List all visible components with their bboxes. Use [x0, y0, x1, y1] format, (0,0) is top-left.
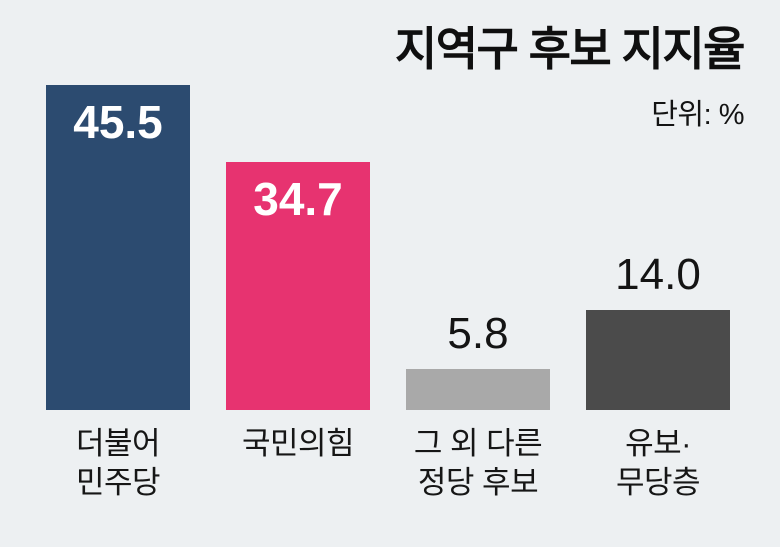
category-label-other-party-candidates: 그 외 다른 정당 후보 — [361, 424, 595, 502]
bar-undecided-nonpartisan: 14.0 — [586, 250, 730, 410]
category-label-line1: 그 외 다른 — [413, 426, 543, 461]
bar-democratic-party: 45.5 — [46, 85, 190, 410]
value-label-undecided-nonpartisan: 14.0 — [615, 250, 701, 299]
value-label-democratic-party: 45.5 — [73, 96, 163, 148]
bar-group-undecided-nonpartisan: 14.0 유보· 무당층 — [586, 0, 730, 547]
category-label-line2: 정당 후보 — [417, 465, 539, 500]
value-label-people-power-party: 34.7 — [253, 173, 343, 225]
value-label-other-party-candidates: 5.8 — [447, 309, 509, 358]
bar-group-democratic-party: 45.5 더불어 민주당 — [46, 0, 190, 547]
category-label-people-power-party: 국민의힘 — [181, 424, 415, 463]
category-label-line2: 민주당 — [75, 465, 161, 500]
category-label-line1: 유보· — [625, 426, 691, 461]
unit-label: 단위: % — [651, 98, 744, 131]
category-label-undecided-nonpartisan: 유보· 무당층 — [541, 424, 775, 502]
bar-group-people-power-party: 34.7 국민의힘 — [226, 0, 370, 547]
category-label-line2: 무당층 — [615, 465, 701, 500]
category-label-line1: 더불어 — [75, 426, 161, 461]
category-label-democratic-party: 더불어 민주당 — [1, 424, 235, 502]
chart-header: 지역구 후보 지지율 단위: % — [394, 23, 746, 133]
bar-group-other-party-candidates: 5.8 그 외 다른 정당 후보 — [406, 0, 550, 547]
bar-people-power-party: 34.7 — [226, 162, 370, 410]
bar-other-party-candidates: 5.8 — [406, 309, 550, 410]
chart-title: 지역구 후보 지지율 — [394, 23, 746, 75]
category-label-line1: 국민의힘 — [241, 426, 355, 461]
